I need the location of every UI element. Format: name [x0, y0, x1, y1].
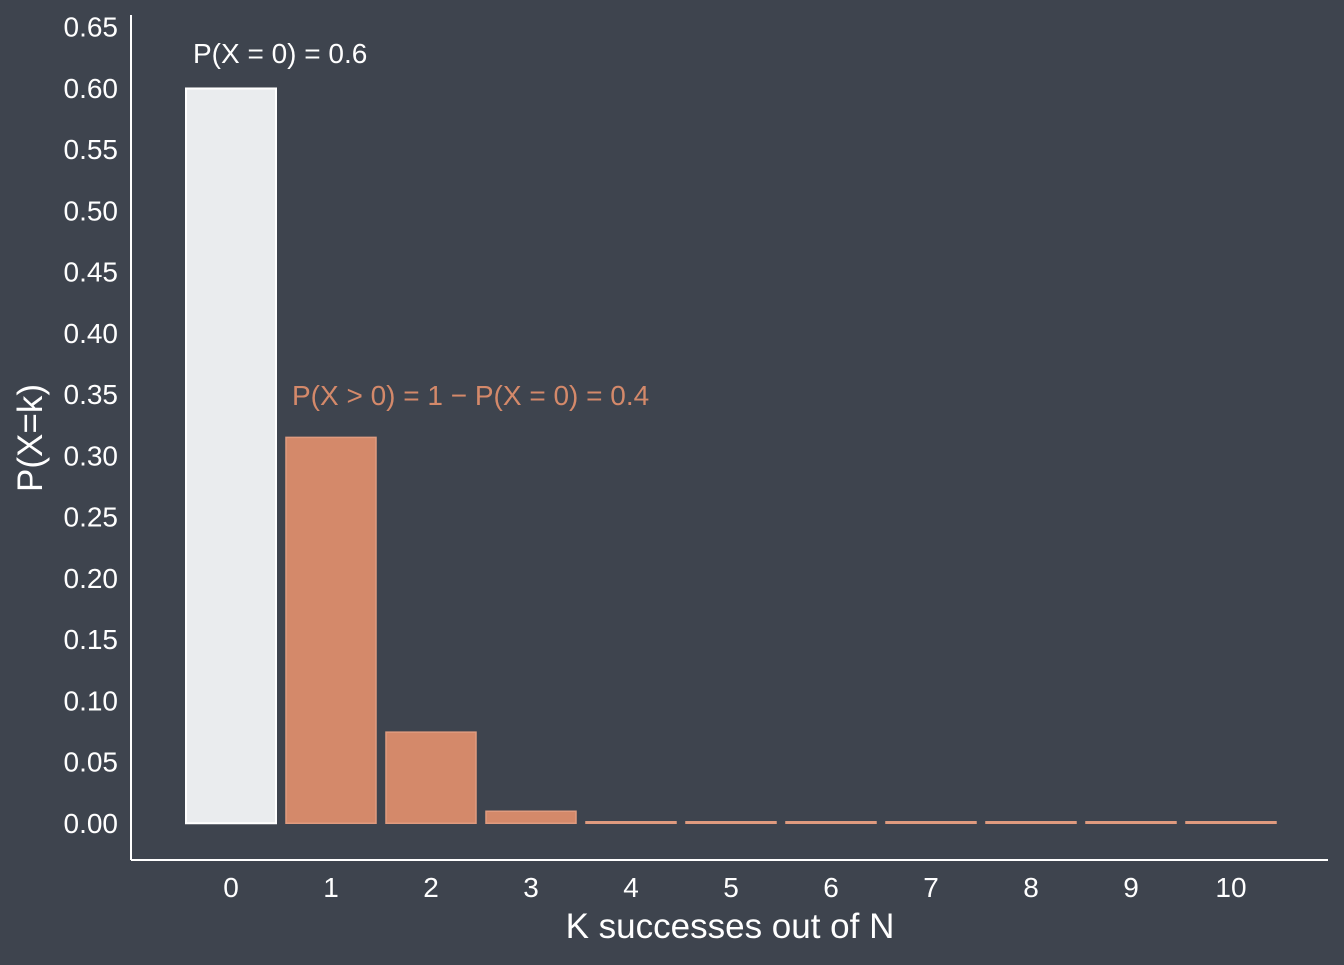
- bar-0: [185, 87, 277, 825]
- bar-7: [885, 821, 977, 825]
- bar-3: [485, 810, 577, 825]
- y-tick-label: 0.10: [64, 685, 119, 716]
- bars-group: [185, 87, 1277, 825]
- bar-1: [285, 436, 377, 825]
- x-tick-labels: 0 1 2 3 4 5 6 7 8 9 10: [223, 872, 1246, 903]
- y-tick-label: 0.45: [64, 257, 119, 288]
- bar-8: [985, 821, 1077, 825]
- annotation-p-x-equals-0: P(X = 0) = 0.6: [193, 38, 367, 69]
- x-tick-label: 6: [823, 872, 839, 903]
- x-tick-label: 4: [623, 872, 639, 903]
- x-tick-label: 5: [723, 872, 739, 903]
- x-tick-label: 10: [1215, 872, 1246, 903]
- bar-4: [585, 821, 677, 825]
- annotation-p-x-greater-0: P(X > 0) = 1 − P(X = 0) = 0.4: [292, 380, 649, 411]
- y-tick-label: 0.55: [64, 134, 119, 165]
- x-axis-label: K successes out of N: [566, 907, 895, 946]
- y-tick-label: 0.05: [64, 747, 119, 778]
- y-tick-label: 0.65: [64, 12, 119, 43]
- bar-9: [1085, 821, 1177, 825]
- x-tick-label: 7: [923, 872, 939, 903]
- bar-2: [385, 731, 477, 825]
- y-tick-labels: 0.00 0.05 0.10 0.15 0.20 0.25 0.30 0.35 0.40 0.45…: [64, 12, 119, 839]
- x-tick-label: 3: [523, 872, 539, 903]
- x-tick-label: 2: [423, 872, 439, 903]
- bar-10: [1185, 821, 1277, 825]
- y-tick-label: 0.35: [64, 379, 119, 410]
- bar-6: [785, 821, 877, 825]
- x-tick-label: 0: [223, 872, 239, 903]
- x-tick-label: 9: [1123, 872, 1139, 903]
- y-tick-label: 0.30: [64, 440, 119, 471]
- y-tick-label: 0.50: [64, 195, 119, 226]
- y-tick-label: 0.25: [64, 502, 119, 533]
- y-axis-label: P(X=k): [11, 384, 50, 492]
- axes-group: [130, 15, 1328, 861]
- bar-5: [685, 821, 777, 825]
- y-tick-label: 0.20: [64, 563, 119, 594]
- y-tick-label: 0.60: [64, 73, 119, 104]
- y-tick-label: 0.00: [64, 808, 119, 839]
- y-tick-label: 0.15: [64, 624, 119, 655]
- x-tick-label: 8: [1023, 872, 1039, 903]
- x-tick-label: 1: [323, 872, 339, 903]
- y-tick-label: 0.40: [64, 318, 119, 349]
